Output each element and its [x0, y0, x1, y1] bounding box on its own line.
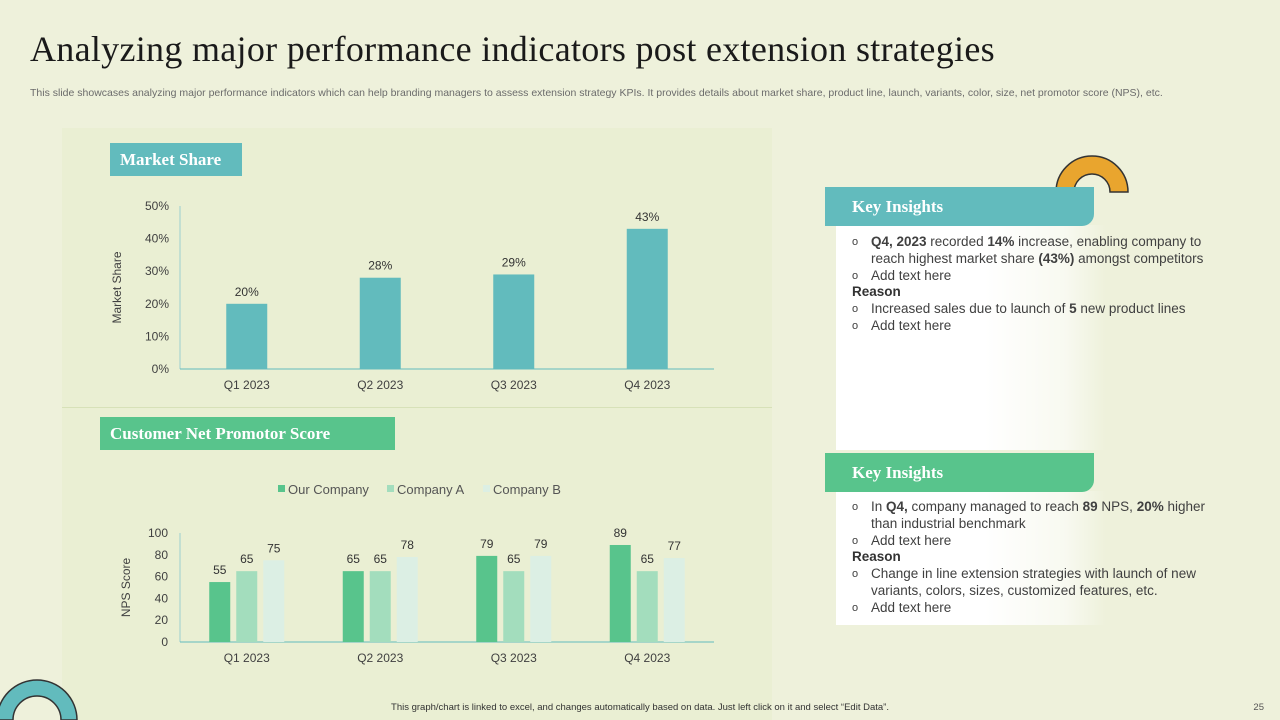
insight-1-bullet-2: Add text here — [852, 268, 1212, 285]
insight-body-1: Q4, 2023 recorded 14% increase, enabling… — [852, 234, 1212, 335]
nps-bar — [636, 571, 658, 642]
market-share-bar — [226, 303, 268, 369]
market-share-bar — [359, 277, 401, 369]
bar-value-label: 55 — [213, 563, 227, 577]
market-share-chart[interactable]: 0% 10% 20% 30% 40% 50% Market Share 20% Q1 2023 2… — [100, 190, 730, 400]
market-share-label: Market Share — [110, 143, 242, 176]
bar-value-label: 77 — [668, 539, 682, 553]
insight-1-reason-bullet-2: Add text here — [852, 318, 1212, 335]
nps-bar — [369, 571, 391, 642]
insight-heading-1: Key Insights — [825, 187, 1094, 226]
y-tick-label: 60 — [155, 570, 169, 584]
bar-value-label: 43% — [635, 210, 659, 224]
legend-swatch — [483, 485, 490, 492]
legend-label: Company B — [493, 482, 561, 497]
y-tick-label: 50% — [145, 199, 169, 213]
y-tick-label: 30% — [145, 264, 169, 278]
y-tick-label: 10% — [145, 329, 169, 343]
nps-bar — [663, 558, 685, 642]
footer-note: This graph/chart is linked to excel, and… — [391, 702, 889, 713]
insight-2-reason-bullet-1: Change in line extension strategies with… — [852, 566, 1207, 600]
nps-label: Customer Net Promotor Score — [100, 417, 395, 450]
nps-bar — [209, 582, 231, 642]
nps-bar — [263, 560, 285, 642]
y-tick-label: 100 — [148, 526, 168, 540]
insight-body-2: In Q4, company managed to reach 89 NPS, … — [852, 499, 1207, 617]
nps-bar — [503, 571, 525, 642]
nps-chart[interactable]: Our Company Company A Company B 0 20 40 60 80 10… — [100, 470, 730, 675]
legend-label: Company A — [397, 482, 465, 497]
arch-decoration-icon — [1055, 155, 1129, 193]
section-divider — [62, 407, 772, 408]
insight-1-reason-bullet-1: Increased sales due to launch of 5 new p… — [852, 301, 1212, 318]
y-axis-title: NPS Score — [119, 557, 133, 617]
y-tick-label: 0% — [152, 362, 170, 376]
bar-value-label: 65 — [641, 552, 655, 566]
bar-value-label: 65 — [374, 552, 388, 566]
x-tick-label: Q3 2023 — [491, 378, 537, 392]
nps-bar — [476, 555, 498, 642]
x-tick-label: Q1 2023 — [224, 378, 270, 392]
bar-value-label: 29% — [502, 255, 526, 269]
insight-1-bullet-1: Q4, 2023 recorded 14% increase, enabling… — [852, 234, 1212, 268]
y-axis-title: Market Share — [110, 251, 124, 323]
x-tick-label: Q2 2023 — [357, 651, 403, 665]
bar-value-label: 65 — [507, 552, 521, 566]
x-tick-label: Q3 2023 — [491, 651, 537, 665]
market-share-bar — [493, 274, 535, 369]
bar-value-label: 65 — [347, 552, 361, 566]
x-tick-label: Q1 2023 — [224, 651, 270, 665]
bar-value-label: 65 — [240, 552, 254, 566]
insight-1-reason: Reason — [852, 284, 901, 300]
insight-2-reason-bullet-2: Add text here — [852, 600, 1207, 617]
x-tick-label: Q2 2023 — [357, 378, 403, 392]
bar-value-label: 75 — [267, 541, 281, 555]
legend-label: Our Company — [288, 482, 369, 497]
legend-swatch — [278, 485, 285, 492]
page-subtitle: This slide showcases analyzing major per… — [30, 87, 1163, 99]
market-share-bar — [626, 228, 668, 369]
y-tick-label: 20% — [145, 297, 169, 311]
bar-value-label: 89 — [614, 526, 628, 540]
insight-2-bullet-2: Add text here — [852, 533, 1207, 550]
y-tick-label: 20 — [155, 613, 169, 627]
ring-decoration-icon — [0, 679, 78, 720]
nps-bar — [342, 571, 364, 642]
page-number: 25 — [1253, 702, 1264, 713]
x-tick-label: Q4 2023 — [624, 651, 670, 665]
nps-bar — [609, 544, 631, 642]
nps-bar — [236, 571, 258, 642]
bar-value-label: 28% — [368, 259, 392, 273]
y-tick-label: 80 — [155, 548, 169, 562]
bar-value-label: 78 — [401, 538, 415, 552]
insight-heading-2: Key Insights — [825, 453, 1094, 492]
bar-value-label: 79 — [534, 537, 548, 551]
y-tick-label: 40% — [145, 232, 169, 246]
bar-value-label: 20% — [235, 285, 259, 299]
insight-2-reason: Reason — [852, 549, 901, 565]
nps-bar — [396, 556, 418, 642]
insight-2-bullet-1: In Q4, company managed to reach 89 NPS, … — [852, 499, 1207, 533]
page-title: Analyzing major performance indicators p… — [30, 29, 995, 69]
y-tick-label: 40 — [155, 591, 169, 605]
legend-swatch — [387, 485, 394, 492]
x-tick-label: Q4 2023 — [624, 378, 670, 392]
bar-value-label: 79 — [480, 537, 494, 551]
y-tick-label: 0 — [161, 635, 168, 649]
nps-bar — [530, 555, 552, 642]
